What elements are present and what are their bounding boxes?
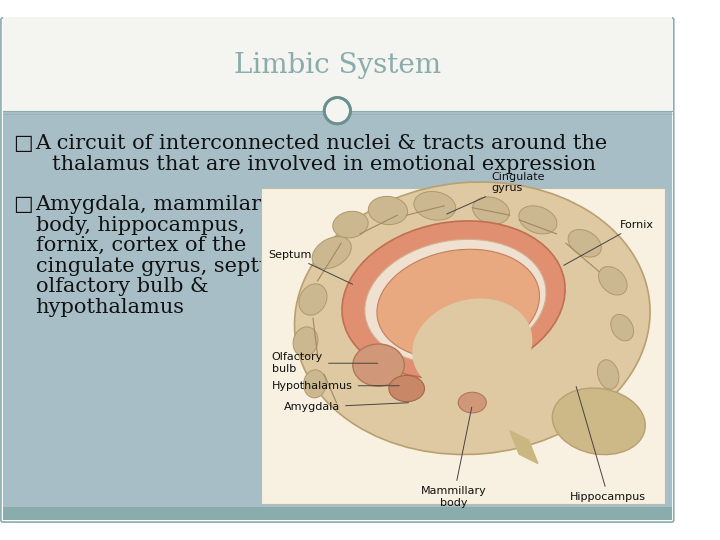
Circle shape	[324, 91, 351, 117]
Text: □: □	[13, 195, 33, 214]
Text: Limbic System: Limbic System	[234, 52, 441, 79]
Ellipse shape	[333, 211, 368, 238]
Ellipse shape	[304, 370, 326, 398]
Ellipse shape	[413, 299, 532, 394]
Text: fornix, cortex of the: fornix, cortex of the	[35, 237, 246, 255]
Ellipse shape	[389, 375, 425, 402]
Ellipse shape	[418, 268, 451, 293]
Text: Fornix: Fornix	[564, 220, 654, 265]
Ellipse shape	[552, 388, 645, 455]
Bar	[3, 507, 672, 520]
Text: Cingulate
gyrus: Cingulate gyrus	[446, 172, 544, 214]
Text: Amygdala, mammilary: Amygdala, mammilary	[35, 195, 274, 214]
Ellipse shape	[519, 206, 557, 234]
Text: body, hippocampus,: body, hippocampus,	[35, 215, 245, 235]
Text: Olfactory
bulb: Olfactory bulb	[271, 353, 378, 374]
Text: olfactory bulb &: olfactory bulb &	[35, 278, 208, 296]
Ellipse shape	[458, 392, 486, 413]
Ellipse shape	[377, 249, 539, 359]
Circle shape	[324, 98, 351, 124]
Text: thalamus that are involved in emotional expression: thalamus that are involved in emotional …	[53, 155, 596, 174]
Ellipse shape	[361, 263, 396, 289]
Text: Amygdala: Amygdala	[284, 402, 408, 412]
Ellipse shape	[299, 284, 327, 315]
Ellipse shape	[598, 360, 619, 389]
Ellipse shape	[342, 221, 565, 378]
Ellipse shape	[365, 239, 546, 363]
Text: cingulate gyrus, septum,: cingulate gyrus, septum,	[35, 257, 299, 276]
Ellipse shape	[312, 237, 351, 269]
Ellipse shape	[414, 192, 456, 220]
Text: Hypothalamus: Hypothalamus	[271, 381, 399, 391]
Polygon shape	[510, 431, 538, 463]
Ellipse shape	[472, 197, 510, 224]
Ellipse shape	[353, 344, 405, 386]
Ellipse shape	[611, 314, 634, 341]
Text: Mammillary
body: Mammillary body	[420, 407, 487, 508]
FancyBboxPatch shape	[1, 18, 674, 522]
Bar	[3, 17, 672, 111]
Bar	[261, 188, 665, 504]
Ellipse shape	[598, 267, 627, 295]
Bar	[3, 111, 672, 508]
Ellipse shape	[294, 182, 650, 455]
Ellipse shape	[485, 264, 516, 288]
Text: A circuit of interconnected nuclei & tracts around the: A circuit of interconnected nuclei & tra…	[35, 134, 608, 153]
Text: □: □	[13, 134, 33, 153]
Ellipse shape	[293, 327, 318, 356]
Text: Hippocampus: Hippocampus	[570, 387, 646, 502]
Ellipse shape	[568, 230, 601, 257]
Text: hypothalamus: hypothalamus	[35, 298, 184, 317]
Text: Septum: Septum	[268, 249, 353, 284]
Ellipse shape	[369, 197, 408, 225]
